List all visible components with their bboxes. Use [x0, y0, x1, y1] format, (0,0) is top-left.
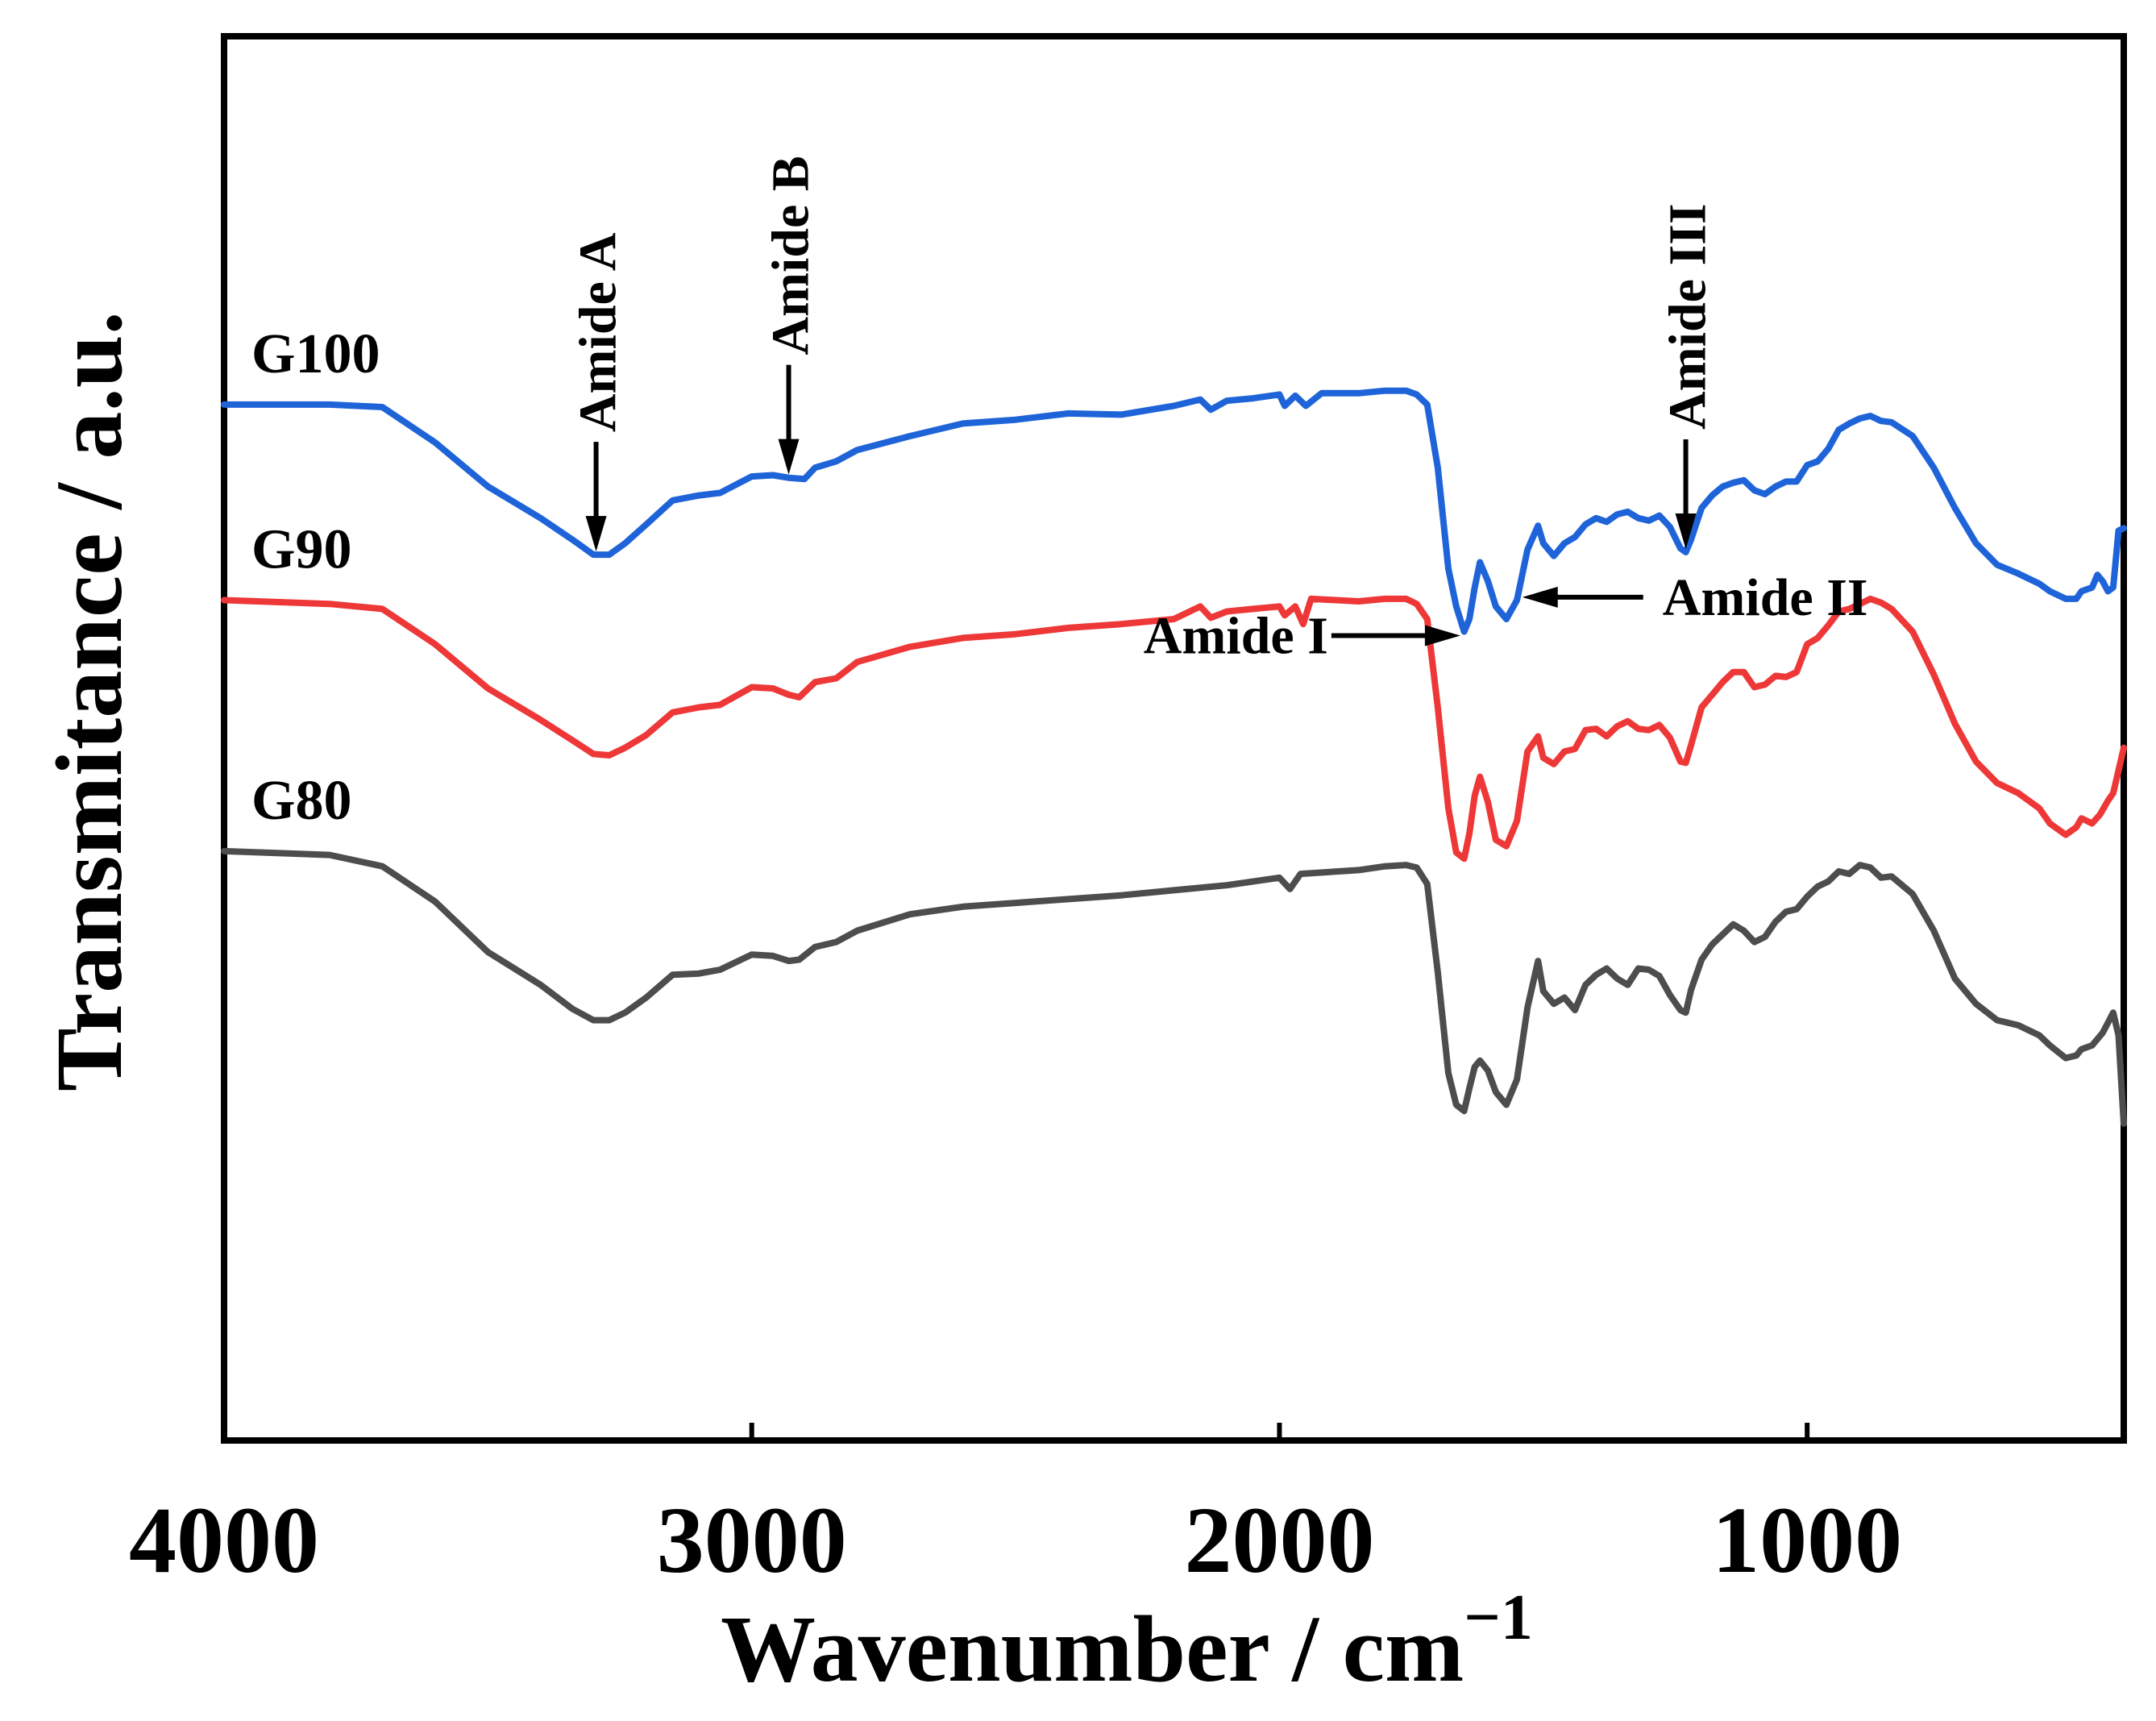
x-axis-title-text: Wavenumber / cm — [721, 1596, 1464, 1702]
series-labels: G100 G90 G80 — [251, 323, 380, 832]
x-tick-label-4000: 4000 — [129, 1487, 319, 1593]
y-axis-title: Transmitance / a.u. — [36, 311, 142, 1091]
x-tick-label-2000: 2000 — [1184, 1487, 1374, 1593]
series-layer — [221, 387, 2127, 1127]
x-axis-ticks: 4000 3000 2000 1000 — [129, 1423, 1902, 1593]
x-axis-title-superscript: −1 — [1464, 1582, 1533, 1653]
series-label-g90: G90 — [251, 518, 351, 580]
x-axis-title: Wavenumber / cm−1 — [721, 1582, 1533, 1702]
annotation-amide-i-label: Amide I — [1144, 606, 1328, 665]
annotation-amide-b-label: Amide B — [762, 156, 820, 355]
series-label-g100: G100 — [251, 323, 380, 385]
annotation-amide-iii-arrowhead — [1675, 513, 1697, 550]
series-line-g90 — [221, 595, 2127, 863]
plot-frame — [221, 33, 2127, 1444]
series-line-g100 — [221, 387, 2127, 635]
annotation-amide-ii-label: Amide II — [1663, 568, 1868, 627]
annotation-amide-i-arrowhead — [1424, 625, 1460, 646]
series-line-g80 — [221, 847, 2127, 1127]
annotation-layer: Amide A Amide B Amide III Amide I Amide II — [569, 156, 1868, 665]
annotation-amide-iii-label: Amide III — [1659, 203, 1718, 430]
x-tick-label-3000: 3000 — [657, 1487, 847, 1593]
annotation-amide-a-label: Amide A — [569, 232, 628, 432]
annotation-amide-ii-arrowhead — [1522, 586, 1558, 608]
annotation-amide-b-arrowhead — [778, 439, 800, 475]
annotation-amide-a-arrowhead — [585, 516, 607, 552]
series-label-g80: G80 — [251, 770, 351, 832]
x-tick-label-1000: 1000 — [1712, 1487, 1902, 1593]
